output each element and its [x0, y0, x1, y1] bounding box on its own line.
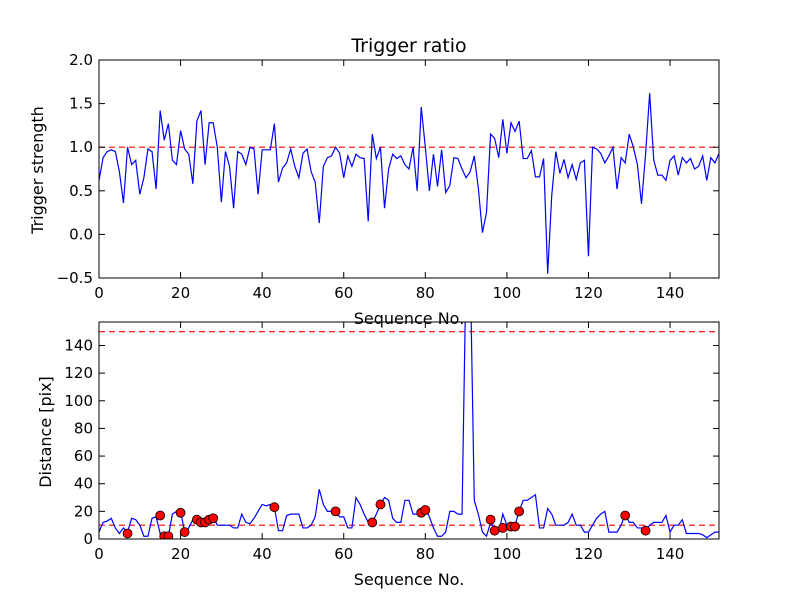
detection-point	[155, 510, 166, 521]
x-tick-label: 0	[94, 545, 104, 563]
detection-point	[208, 513, 219, 524]
x-axis-label: Sequence No.	[354, 570, 465, 589]
detection-point	[489, 525, 500, 536]
trigger-ratio-chart: Trigger ratio Sequence No. Trigger stren…	[28, 35, 720, 328]
y-tick-label: 0.5	[69, 182, 93, 200]
y-tick-label: 140	[64, 336, 93, 354]
y-tick-label: 100	[64, 392, 93, 410]
x-tick-label: 0	[94, 284, 104, 302]
x-tick-label: 80	[416, 284, 435, 302]
plot-area	[99, 322, 719, 539]
plot-frame	[98, 321, 720, 540]
y-tick-label: 120	[64, 364, 93, 382]
y-tick-label: 1.0	[69, 138, 93, 156]
detection-point	[485, 514, 496, 525]
x-tick-label: 60	[334, 545, 353, 563]
x-tick-label: 120	[574, 545, 603, 563]
x-tick-label: 100	[493, 284, 522, 302]
plot-area	[99, 93, 719, 274]
y-tick-label: 60	[74, 447, 93, 465]
y-axis-label: Distance [pix]	[36, 376, 55, 488]
x-tick-label: 20	[171, 545, 190, 563]
detection-point	[122, 528, 133, 539]
y-tick-label: 2.0	[69, 51, 93, 69]
x-tick-label: 20	[171, 284, 190, 302]
x-tick-label: 120	[574, 284, 603, 302]
detection-point	[640, 525, 651, 536]
detection-point	[175, 507, 186, 518]
detection-point	[163, 531, 174, 539]
y-tick-label: 20	[74, 502, 93, 520]
chart-title: Trigger ratio	[350, 35, 466, 57]
x-tick-label: 140	[656, 284, 685, 302]
detection-point	[510, 521, 520, 532]
y-tick-label: 0	[83, 530, 93, 548]
x-tick-label: 60	[334, 284, 353, 302]
y-tick-label: 80	[74, 419, 93, 437]
x-tick-label: 100	[493, 545, 522, 563]
x-tick-label: 40	[253, 545, 272, 563]
x-tick-label: 140	[656, 545, 685, 563]
distance-chart: Sequence No. Distance [pix] 0 20 40 60 80 100…	[36, 321, 720, 589]
y-tick-label: 1.5	[69, 95, 93, 113]
detection-point	[514, 506, 525, 517]
detection-point	[179, 527, 190, 537]
y-axis-label: Trigger strength	[28, 106, 47, 235]
x-tick-label: 40	[253, 284, 272, 302]
detection-point	[620, 510, 631, 521]
detection-point	[375, 499, 386, 510]
detection-point	[330, 506, 341, 517]
x-axis-label: Sequence No.	[354, 309, 465, 328]
plot-frame	[98, 59, 720, 279]
detection-point	[367, 517, 378, 528]
series-line	[99, 93, 719, 274]
detection-point	[497, 523, 508, 533]
detection-point	[420, 505, 431, 515]
x-tick-label: 80	[416, 545, 435, 563]
y-tick-label: −0.5	[57, 269, 93, 287]
y-tick-label: 40	[74, 475, 93, 493]
y-tick-label: 0.0	[69, 225, 93, 243]
detection-point	[269, 502, 280, 513]
